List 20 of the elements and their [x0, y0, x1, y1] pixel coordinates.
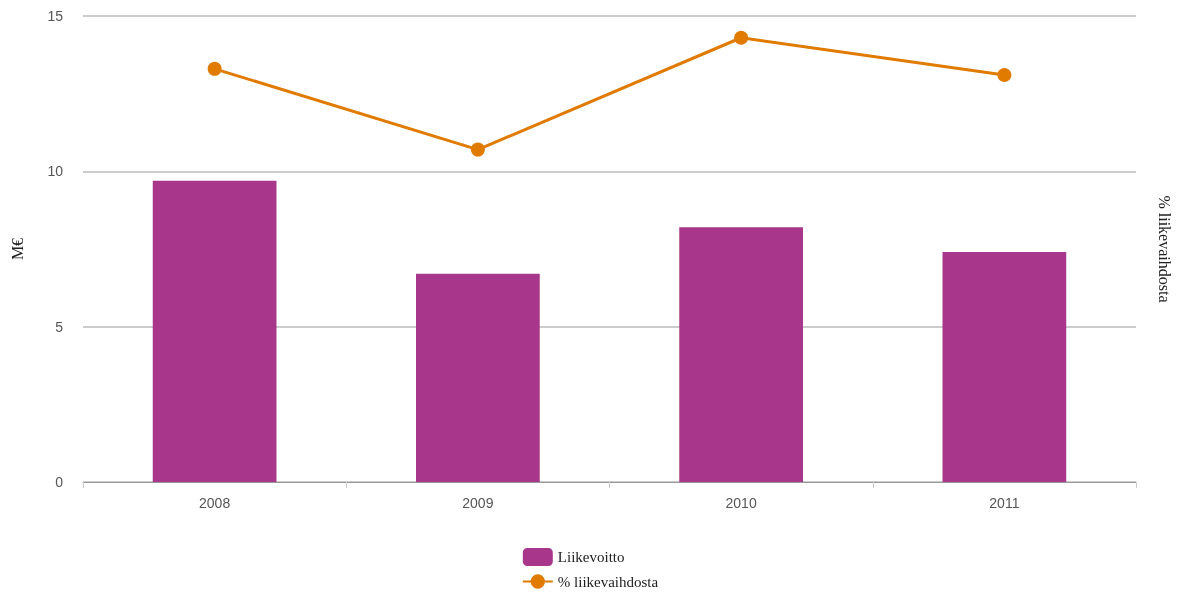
x-tick-label: 2009	[462, 495, 494, 511]
x-tick-label: 2010	[725, 495, 757, 511]
y-axis-title: M€	[8, 237, 26, 261]
point	[997, 68, 1012, 83]
legend-label: % liikevaihdosta	[557, 573, 659, 590]
y-tick-label: 0	[55, 474, 64, 490]
bar	[679, 227, 803, 482]
y-tick-label: 5	[55, 318, 64, 335]
point	[207, 61, 222, 76]
y-tick-label: 15	[47, 8, 64, 24]
y-tick-label: 10	[47, 163, 64, 180]
point	[734, 30, 749, 45]
y2-axis-title: % liikevaihdosta	[1155, 195, 1173, 303]
x-tick-label: 2008	[199, 495, 231, 511]
x-tick-label: 2011	[989, 495, 1020, 511]
point	[470, 142, 485, 157]
bar	[942, 252, 1067, 482]
bar	[152, 180, 277, 482]
legend-label: Liikevoitto	[557, 549, 625, 565]
bar	[416, 273, 540, 482]
